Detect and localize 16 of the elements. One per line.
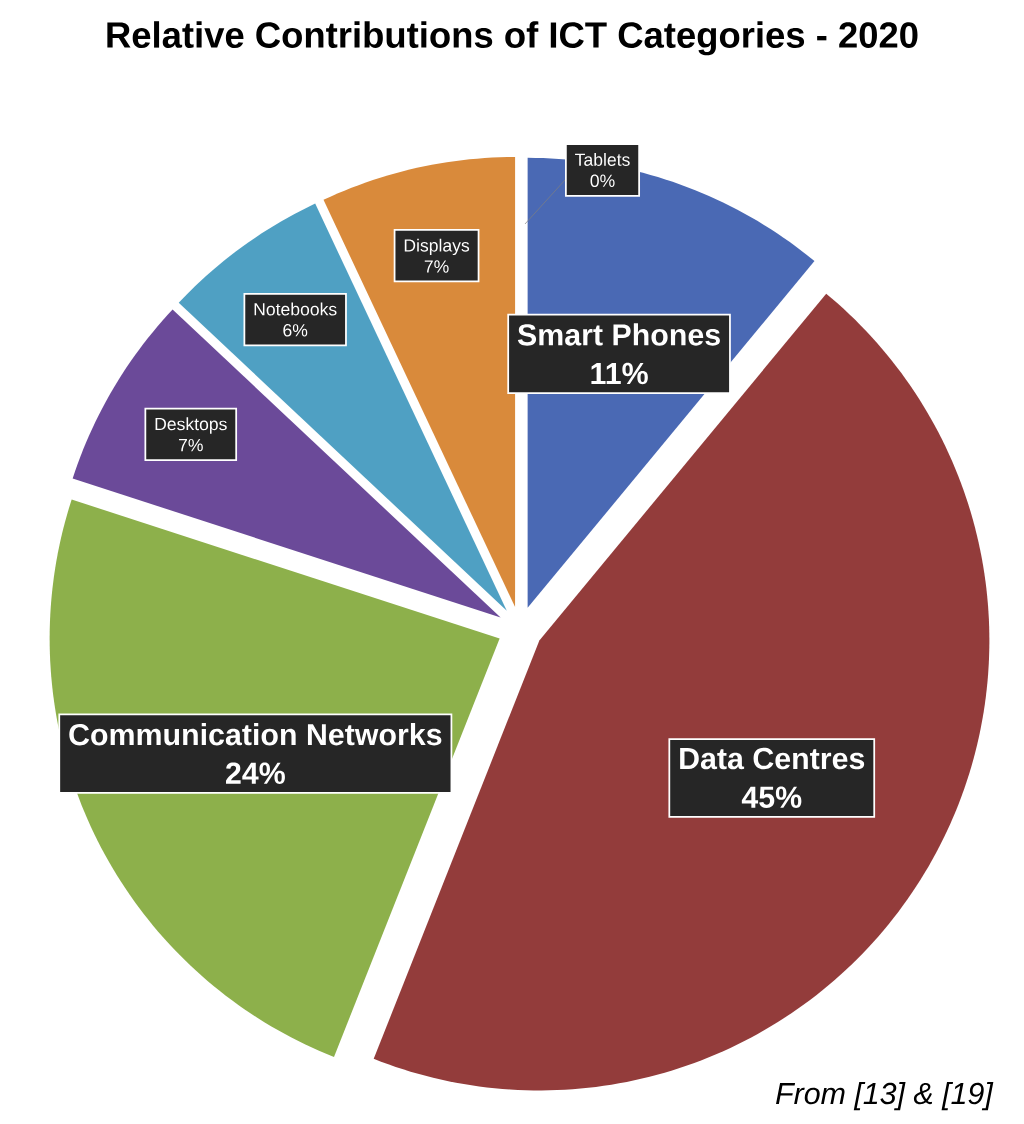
slice-label: Displays [404, 238, 470, 256]
slice-label: Notebooks [254, 302, 337, 316]
data-label: 11% [591, 362, 648, 385]
data-label: 6% [283, 324, 308, 337]
data-label: 24% [226, 762, 285, 784]
text: From [13] & [19] [776, 1081, 994, 1111]
data-label: 7% [424, 260, 449, 273]
chart-title: Relative Contributions of ICT Categories - 2020 [107, 21, 918, 56]
slice-label: Data Centres [680, 747, 865, 770]
slice-label: Smart Phones [517, 323, 720, 346]
data-label: 45% [741, 786, 802, 808]
data-label: 7% [178, 438, 203, 452]
text: 0% [590, 174, 615, 187]
slice-label: Desktops [155, 417, 227, 434]
slice-label: Communication Networks [69, 723, 442, 746]
category-label: Tablets [575, 153, 630, 166]
